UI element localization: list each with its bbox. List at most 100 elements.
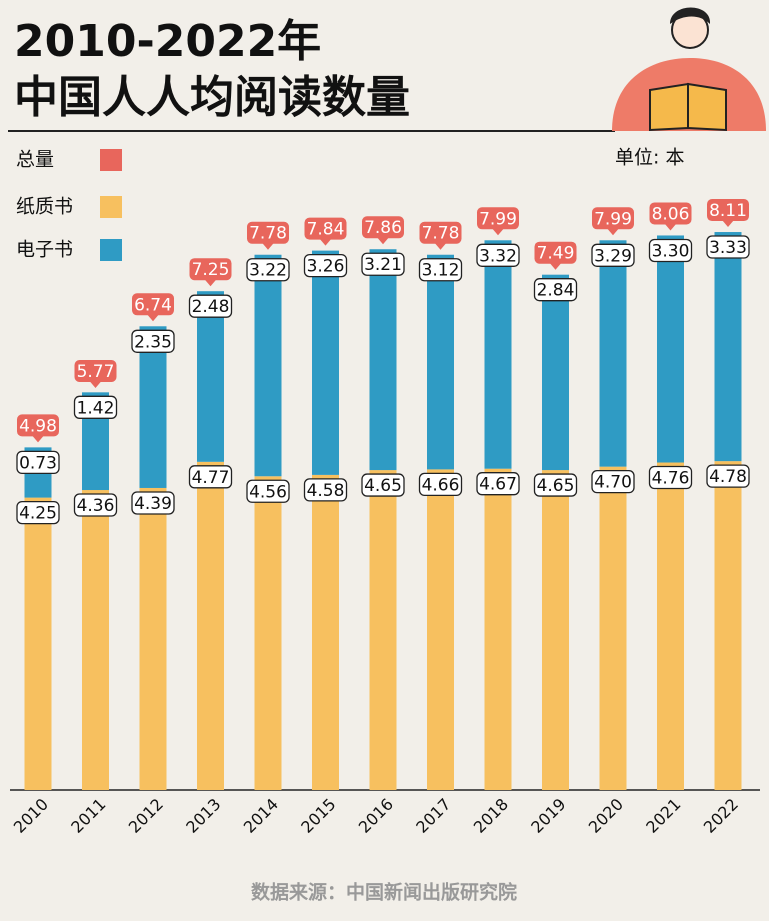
ebook-label: 2.84 bbox=[537, 281, 575, 301]
total-pointer bbox=[434, 242, 447, 250]
paper-label-box bbox=[533, 473, 578, 497]
ebook-label: 3.12 bbox=[422, 261, 460, 281]
paper-label-box bbox=[418, 472, 463, 497]
total-pointer bbox=[89, 381, 102, 389]
total-label-box bbox=[17, 414, 59, 437]
ebook-label: 2.35 bbox=[134, 332, 172, 352]
total-pointer bbox=[319, 238, 332, 246]
paper-bar bbox=[369, 470, 397, 790]
chart-subtitle: 中国人人均阅读数量 bbox=[14, 72, 410, 123]
paper-bar bbox=[599, 466, 627, 790]
ebook-label: 3.29 bbox=[594, 246, 632, 266]
ebook-label: 2.48 bbox=[192, 297, 230, 317]
ebook-label: 3.33 bbox=[709, 238, 747, 258]
total-pointer bbox=[262, 242, 274, 250]
ebook-label-box bbox=[591, 243, 635, 267]
ebook-label: 3.21 bbox=[364, 255, 402, 275]
total-pointer bbox=[32, 435, 44, 443]
ebook-bar bbox=[427, 254, 454, 470]
total-label-box bbox=[477, 207, 519, 230]
source: 数据来源：中国新闻出版研究院 bbox=[251, 881, 517, 904]
ebook-bar bbox=[599, 240, 627, 467]
total-pointer bbox=[377, 237, 389, 245]
paper-label-box bbox=[591, 469, 635, 494]
paper-label-box bbox=[476, 472, 520, 496]
paper-label: 4.65 bbox=[537, 476, 575, 496]
total-label-box bbox=[304, 217, 347, 240]
total-label-box bbox=[362, 216, 404, 239]
ebook-bar bbox=[312, 250, 339, 475]
total-label-box bbox=[189, 258, 232, 281]
total-label: 4.98 bbox=[19, 416, 57, 436]
paper-label: 4.78 bbox=[709, 467, 747, 487]
paper-bar bbox=[139, 487, 167, 790]
paper-label-box bbox=[16, 500, 60, 525]
paper-label-box bbox=[73, 493, 118, 517]
ebook-label-box bbox=[131, 329, 175, 353]
ebook-bar bbox=[254, 254, 282, 477]
ebook-label: 0.73 bbox=[19, 453, 57, 473]
total-pointer bbox=[204, 279, 217, 287]
paper-label: 4.58 bbox=[307, 481, 345, 501]
paper-bar bbox=[254, 476, 282, 790]
ebook-label-box bbox=[361, 252, 405, 276]
paper-label-box bbox=[706, 464, 750, 488]
ebook-bar bbox=[542, 274, 569, 471]
ebook-label-box bbox=[706, 235, 750, 259]
chart-title: 2010-2022年 bbox=[14, 16, 321, 67]
hair bbox=[670, 7, 711, 24]
paper-label: 4.56 bbox=[249, 482, 287, 502]
paper-label: 4.76 bbox=[652, 469, 690, 489]
ebook-bar bbox=[197, 291, 224, 462]
ebook-bar bbox=[714, 232, 742, 462]
ebook-label-box bbox=[73, 395, 118, 419]
ebook-bar bbox=[139, 326, 167, 488]
ebook-label-box bbox=[533, 278, 578, 302]
total-label-box bbox=[707, 199, 749, 222]
total-label: 7.99 bbox=[479, 209, 517, 229]
paper-label-box bbox=[361, 473, 405, 497]
ebook-label-box bbox=[648, 238, 693, 263]
total-label-box bbox=[419, 221, 462, 244]
total-label: 7.84 bbox=[307, 220, 345, 240]
paper-bar bbox=[427, 469, 454, 790]
paper-bar bbox=[197, 461, 224, 790]
total-label-box bbox=[534, 241, 577, 264]
illustration bbox=[612, 7, 766, 132]
total-pointer bbox=[492, 228, 504, 236]
total-label: 7.78 bbox=[249, 224, 287, 244]
legend-label: 纸质书 bbox=[16, 196, 73, 218]
unit-label: 单位: 本 bbox=[615, 147, 684, 169]
total-label: 8.06 bbox=[652, 204, 690, 224]
total-label: 5.77 bbox=[77, 362, 115, 382]
ebook-label: 3.26 bbox=[307, 257, 345, 277]
paper-label: 4.70 bbox=[594, 473, 632, 493]
paper-bar bbox=[657, 462, 684, 790]
paper-label-box bbox=[303, 478, 348, 502]
ebook-label-box bbox=[303, 253, 348, 278]
paper-label-box bbox=[131, 491, 175, 515]
total-label: 6.74 bbox=[134, 295, 172, 315]
paper-bar bbox=[484, 468, 512, 790]
legend-label: 总量 bbox=[16, 149, 54, 171]
ebook-label: 3.30 bbox=[652, 241, 690, 261]
paper-bar bbox=[312, 474, 339, 790]
paper-label: 4.66 bbox=[422, 475, 460, 495]
total-label: 7.49 bbox=[537, 244, 575, 264]
paper-label-box bbox=[246, 479, 290, 503]
ebook-label: 3.22 bbox=[249, 261, 287, 281]
legend-swatch bbox=[100, 196, 122, 218]
legend-label: 电子书 bbox=[16, 239, 73, 261]
book bbox=[649, 82, 727, 132]
paper-bar bbox=[82, 490, 109, 790]
paper-label: 4.36 bbox=[77, 496, 115, 516]
ebook-label: 1.42 bbox=[77, 398, 115, 418]
paper-label: 4.67 bbox=[479, 475, 517, 495]
paper-bar bbox=[24, 497, 52, 790]
total-label-box bbox=[592, 207, 634, 230]
ebook-label-box bbox=[16, 450, 60, 475]
total-pointer bbox=[549, 262, 562, 270]
paper-label: 4.25 bbox=[19, 504, 57, 524]
ebook-label-box bbox=[246, 258, 290, 282]
